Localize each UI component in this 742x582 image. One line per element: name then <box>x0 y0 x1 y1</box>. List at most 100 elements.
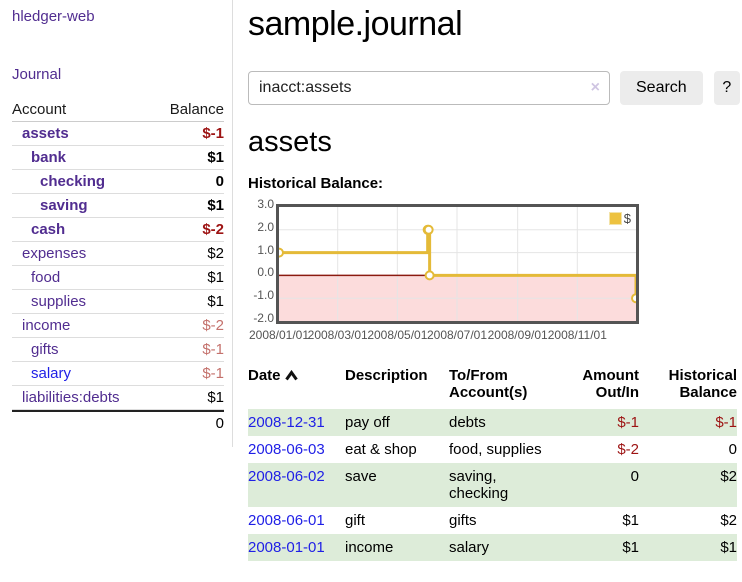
transaction-description: income <box>345 539 394 556</box>
transaction-date-link[interactable]: 2008-06-01 <box>248 512 325 529</box>
transaction-date-link[interactable]: 2008-12-31 <box>248 414 325 431</box>
chart-section-label: Historical Balance: <box>248 175 384 192</box>
account-balance: $2 <box>207 245 224 262</box>
account-balance: $-1 <box>202 365 224 382</box>
account-row-saving: saving $1 <box>12 194 224 218</box>
transaction-row: 2008-01-01 income salary $1 $1 <box>248 534 737 561</box>
account-page-title: assets <box>248 126 332 158</box>
y-tick-label: 3.0 <box>257 197 274 211</box>
chart-legend: $ <box>606 210 633 227</box>
accounts-header-account: Account <box>12 101 67 118</box>
sidebar: hledger-web Journal Account Balance asse… <box>0 0 233 447</box>
transaction-balance: $2 <box>720 468 737 485</box>
register-table: Date Description To/From Account(s) Amou… <box>248 365 737 561</box>
account-balance: $1 <box>207 389 224 406</box>
account-link-salary[interactable]: salary <box>31 365 72 382</box>
y-tick-label: -2.0 <box>253 311 274 325</box>
account-row-gifts: gifts $-1 <box>12 338 224 362</box>
app-title-link[interactable]: hledger-web <box>12 8 95 25</box>
account-row-assets: assets $-1 <box>12 122 224 146</box>
clear-search-icon[interactable]: × <box>590 79 600 96</box>
account-link-expenses[interactable]: expenses <box>22 245 87 262</box>
accounts-total: 0 <box>215 414 224 432</box>
transaction-accounts: saving, checking <box>449 468 509 502</box>
transaction-date-link[interactable]: 2008-01-01 <box>248 539 325 556</box>
account-row-salary: salary $-1 <box>12 362 224 386</box>
transaction-accounts: debts <box>449 414 486 431</box>
account-row-checking: checking 0 <box>12 170 224 194</box>
account-link-liabilities-debts[interactable]: liabilities:debts <box>22 389 120 406</box>
transaction-amount: 0 <box>630 468 639 485</box>
column-header-description: Description <box>345 367 428 384</box>
transaction-accounts: salary <box>449 539 490 556</box>
page-title: sample.journal <box>248 5 463 43</box>
column-header-balance: Historical Balance <box>668 367 737 401</box>
x-tick-label: 2008/11/01 <box>547 328 607 342</box>
search-button[interactable]: Search <box>620 71 703 105</box>
transaction-date-link[interactable]: 2008-06-03 <box>248 441 325 458</box>
account-row-income: income $-2 <box>12 314 224 338</box>
accounts-table: Account Balance assets $-1 bank $1 check… <box>12 98 224 434</box>
account-link-supplies[interactable]: supplies <box>31 293 87 310</box>
x-tick-label: 2008/03/01 <box>307 328 368 342</box>
transaction-balance: $-1 <box>715 414 737 431</box>
transaction-description: eat & shop <box>345 441 417 458</box>
x-tick-label: 2008/09/01 <box>487 328 548 342</box>
column-header-amount: Amount Out/In <box>582 367 639 401</box>
account-balance: $1 <box>207 149 224 166</box>
account-balance: 0 <box>215 173 224 190</box>
transaction-balance: $2 <box>720 512 737 529</box>
transaction-amount: $-1 <box>617 414 639 431</box>
chart-plot-area: $ <box>276 204 639 324</box>
balance-line-chart <box>279 207 636 321</box>
transaction-amount: $1 <box>622 512 639 529</box>
series-label: $ <box>623 211 631 226</box>
transaction-description: save <box>345 468 377 485</box>
account-row-liabilities-debts: liabilities:debts $1 <box>12 386 224 410</box>
account-link-cash[interactable]: cash <box>31 221 66 238</box>
historical-balance-chart: 3.0 2.0 1.0 0.0 -1.0 -2.0 $ 2008/01/01 2008/03… <box>248 197 740 342</box>
sidebar-item-journal[interactable]: Journal <box>12 66 62 83</box>
account-link-income[interactable]: income <box>22 317 71 334</box>
help-button[interactable]: ? <box>713 71 740 105</box>
sort-ascending-icon <box>284 369 298 381</box>
y-tick-label: 2.0 <box>257 219 274 234</box>
account-balance: $-1 <box>202 125 224 142</box>
account-link-checking[interactable]: checking <box>40 173 106 190</box>
account-balance: $1 <box>207 269 224 286</box>
transaction-amount: $-2 <box>617 441 639 458</box>
column-header-date[interactable]: Date <box>248 365 345 409</box>
account-row-bank: bank $1 <box>12 146 224 170</box>
transaction-row: 2008-06-02 save saving, checking 0 $2 <box>248 463 737 507</box>
account-link-saving[interactable]: saving <box>40 197 88 214</box>
accounts-total-row: 0 <box>12 410 224 434</box>
x-tick-label: 2008/01/01 <box>248 328 310 342</box>
account-link-gifts[interactable]: gifts <box>31 341 59 358</box>
account-balance: $-2 <box>202 221 224 238</box>
transaction-balance: $1 <box>720 539 737 556</box>
account-link-bank[interactable]: bank <box>31 149 67 166</box>
account-link-food[interactable]: food <box>31 269 61 286</box>
transaction-description: pay off <box>345 414 390 431</box>
account-row-cash: cash $-2 <box>12 218 224 242</box>
account-link-assets[interactable]: assets <box>22 125 69 142</box>
transaction-accounts: gifts <box>449 512 477 529</box>
account-balance: $-2 <box>202 317 224 334</box>
transaction-row: 2008-06-03 eat & shop food, supplies $-2… <box>248 436 737 463</box>
transaction-accounts: food, supplies <box>449 441 542 458</box>
x-tick-label: 2008/07/01 <box>426 328 488 342</box>
account-row-supplies: supplies $1 <box>12 290 224 314</box>
account-row-expenses: expenses $2 <box>12 242 224 266</box>
y-tick-label: -1.0 <box>253 288 274 303</box>
account-balance: $1 <box>207 293 224 310</box>
y-tick-label: 0.0 <box>257 265 274 280</box>
transaction-description: gift <box>345 512 366 529</box>
transaction-balance: 0 <box>728 441 737 458</box>
transaction-row: 2008-06-01 gift gifts $1 $2 <box>248 507 737 534</box>
transaction-date-link[interactable]: 2008-06-02 <box>248 468 325 485</box>
x-tick-label: 2008/05/01 <box>367 328 428 342</box>
account-balance: $-1 <box>202 341 224 358</box>
search-input[interactable] <box>248 71 610 105</box>
series-color-swatch <box>608 212 622 225</box>
accounts-header-balance: Balance <box>169 101 224 118</box>
